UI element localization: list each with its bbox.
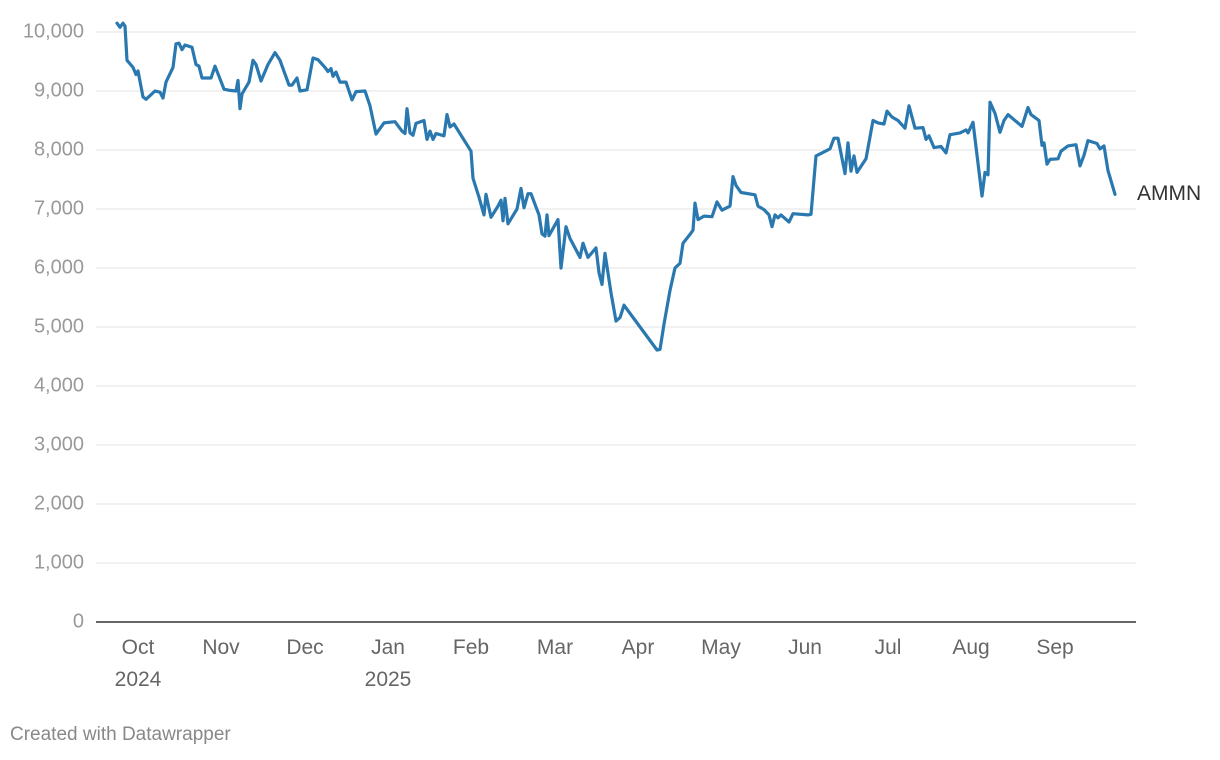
y-tick-label: 6,000 (34, 256, 84, 278)
x-tick-label: Mar (536, 636, 574, 659)
y-tick-label: 3,000 (34, 433, 84, 455)
x-tick-label: Jul (874, 636, 902, 659)
y-tick-label: 1,000 (34, 551, 84, 573)
x-tick-label: Jun (788, 636, 822, 659)
y-tick-label: 8,000 (34, 138, 84, 160)
y-tick-label: 10,000 (23, 20, 84, 42)
x-tick-label: Oct 2024 (114, 636, 162, 691)
x-tick-label: Apr (621, 636, 655, 659)
x-tick-label: Jan 2025 (364, 636, 412, 691)
x-tick-label: Sep (1036, 636, 1074, 659)
x-tick-label: May (701, 636, 741, 659)
footer: Created with Datawrapper (10, 724, 231, 745)
x-tick-label: Nov (202, 636, 240, 659)
series-label: AMMN (1137, 182, 1201, 205)
y-tick-label: 2,000 (34, 492, 84, 514)
x-tick-label: Dec (286, 636, 324, 659)
y-tick-label: 5,000 (34, 315, 84, 337)
x-tick-label: Feb (452, 636, 490, 659)
x-tick-label: Aug (952, 636, 990, 659)
y-tick-label: 9,000 (34, 79, 84, 101)
y-tick-label: 4,000 (34, 374, 84, 396)
y-tick-label: 7,000 (34, 197, 84, 219)
y-tick-label: 0 (73, 610, 84, 632)
line (115, 21, 1117, 352)
